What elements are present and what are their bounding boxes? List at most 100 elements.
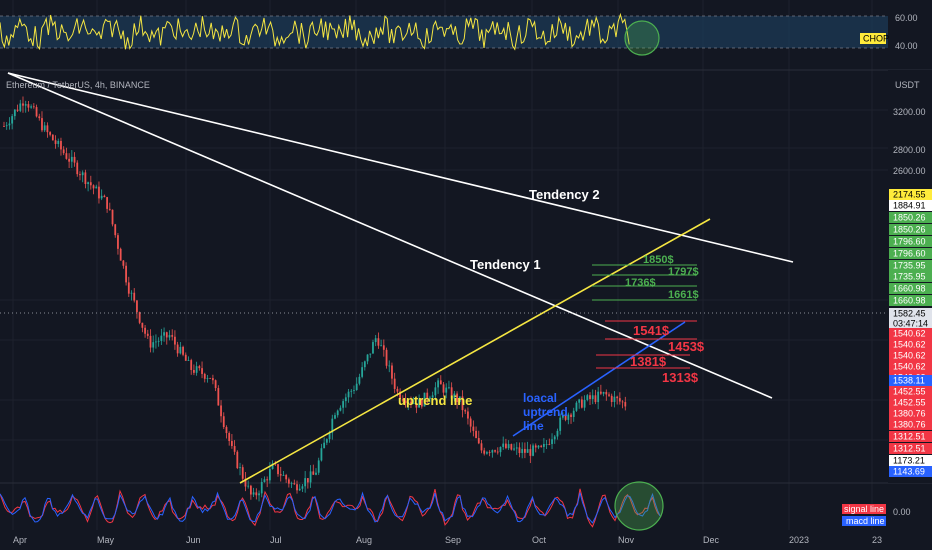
candle-body — [16, 109, 19, 111]
x-tick-23: 23 — [872, 535, 882, 545]
candle-body — [209, 377, 212, 379]
candle-body — [578, 399, 581, 403]
local-uptrend-line — [512, 321, 686, 437]
trend-lines — [7, 72, 794, 484]
candle-body — [76, 162, 79, 175]
price-label-text: 1540.62 — [893, 340, 926, 350]
candle-body — [442, 384, 445, 393]
candle-body — [73, 156, 76, 163]
candle-body — [521, 448, 524, 454]
candle-body — [494, 450, 496, 452]
x-tick-jun: Jun — [186, 535, 201, 545]
candle-body — [325, 439, 328, 443]
candle-body — [488, 452, 491, 453]
signal-line-label: signal line — [844, 504, 884, 514]
price-label-text: 2174.55 — [893, 190, 926, 200]
candle-body — [551, 439, 553, 445]
macd-highlight-circle — [614, 481, 664, 531]
price-label-badge — [889, 361, 932, 372]
candle-body — [396, 388, 399, 392]
candle-body — [559, 417, 562, 431]
candle-body — [450, 387, 453, 399]
candle-body — [157, 340, 160, 342]
price-label-badge — [889, 260, 932, 271]
candle-body — [382, 345, 385, 350]
macd-line-label: macd line — [846, 516, 885, 526]
tendency-1-line — [7, 72, 773, 399]
candle-body — [347, 391, 350, 398]
candle-body — [136, 300, 138, 313]
candle-body — [125, 265, 127, 283]
candle-body — [306, 478, 309, 483]
candle-body — [491, 450, 494, 453]
candle-body — [62, 149, 65, 154]
candle-body — [594, 395, 597, 403]
candle-body — [437, 380, 439, 388]
price-label-badge — [889, 248, 932, 259]
level-label-1313: 1313$ — [662, 370, 699, 385]
candle-body — [174, 336, 176, 345]
candle-body — [41, 118, 43, 131]
candle-body — [43, 125, 46, 131]
price-label-text: 1540.62 — [893, 362, 926, 372]
candle-body — [621, 401, 624, 403]
candle-body — [103, 195, 106, 198]
candle-body — [461, 396, 464, 411]
candle-body — [502, 443, 505, 447]
price-label-badge — [889, 466, 932, 477]
candle-body — [564, 414, 567, 420]
candle-body — [160, 335, 163, 341]
candle-body — [68, 158, 71, 162]
price-label-text: 1540.62 — [893, 329, 926, 339]
candle-body — [404, 400, 407, 404]
candle-body — [277, 464, 279, 475]
candle-body — [84, 172, 87, 184]
candle-body — [605, 391, 608, 395]
candle-body — [298, 488, 301, 491]
chop-band — [0, 16, 888, 48]
candle-body — [407, 401, 410, 404]
chop-panel: 60.00 40.00 CHOP — [0, 12, 918, 56]
candle-body — [377, 338, 380, 346]
candle-body — [526, 449, 529, 453]
candle-body — [247, 485, 250, 487]
candle-body — [263, 479, 266, 483]
candle-body — [190, 360, 193, 370]
candle-body — [342, 401, 345, 408]
price-label-text: 1452.55 — [893, 387, 926, 397]
candle-body — [193, 369, 195, 373]
price-label-text: 03:47:14 — [893, 319, 928, 329]
candle-body — [399, 391, 402, 400]
candle-body — [328, 432, 331, 440]
price-label-text: 1380.76 — [893, 409, 926, 419]
candle-body — [100, 195, 103, 199]
price-label-text: 1850.26 — [893, 225, 926, 235]
price-axis[interactable]: USDT 3200.00 2800.00 2600.00 2174.551884… — [888, 70, 932, 483]
candle-body — [456, 393, 458, 402]
chart-title: Ethereum / TetherUS, 4h, BINANCE — [6, 80, 150, 90]
candle-body — [141, 322, 144, 328]
price-label-text: 1143.69 — [893, 467, 925, 477]
price-label-badge — [889, 224, 932, 235]
candle-body — [561, 414, 564, 418]
candle-body — [3, 126, 5, 127]
candle-body — [616, 396, 619, 399]
candle-body — [57, 140, 60, 144]
candle-body — [545, 443, 548, 445]
uptrend-line-label: uptrend line — [398, 393, 472, 408]
time-axis[interactable]: Apr May Jun Jul Aug Sep Oct Nov Dec 2023… — [13, 535, 882, 545]
candle-body — [32, 106, 35, 108]
candle-body — [613, 396, 616, 402]
candle-body — [445, 387, 448, 393]
price-label-text: 1735.95 — [893, 261, 926, 271]
candle-body — [602, 391, 605, 394]
candle-body — [507, 444, 510, 449]
price-label-badge — [889, 212, 932, 223]
candle-body — [95, 186, 98, 189]
candle-body — [556, 430, 559, 437]
candle-body — [448, 387, 450, 389]
candle-body — [537, 445, 540, 448]
candle-body — [258, 493, 260, 496]
candle-body — [35, 107, 38, 117]
